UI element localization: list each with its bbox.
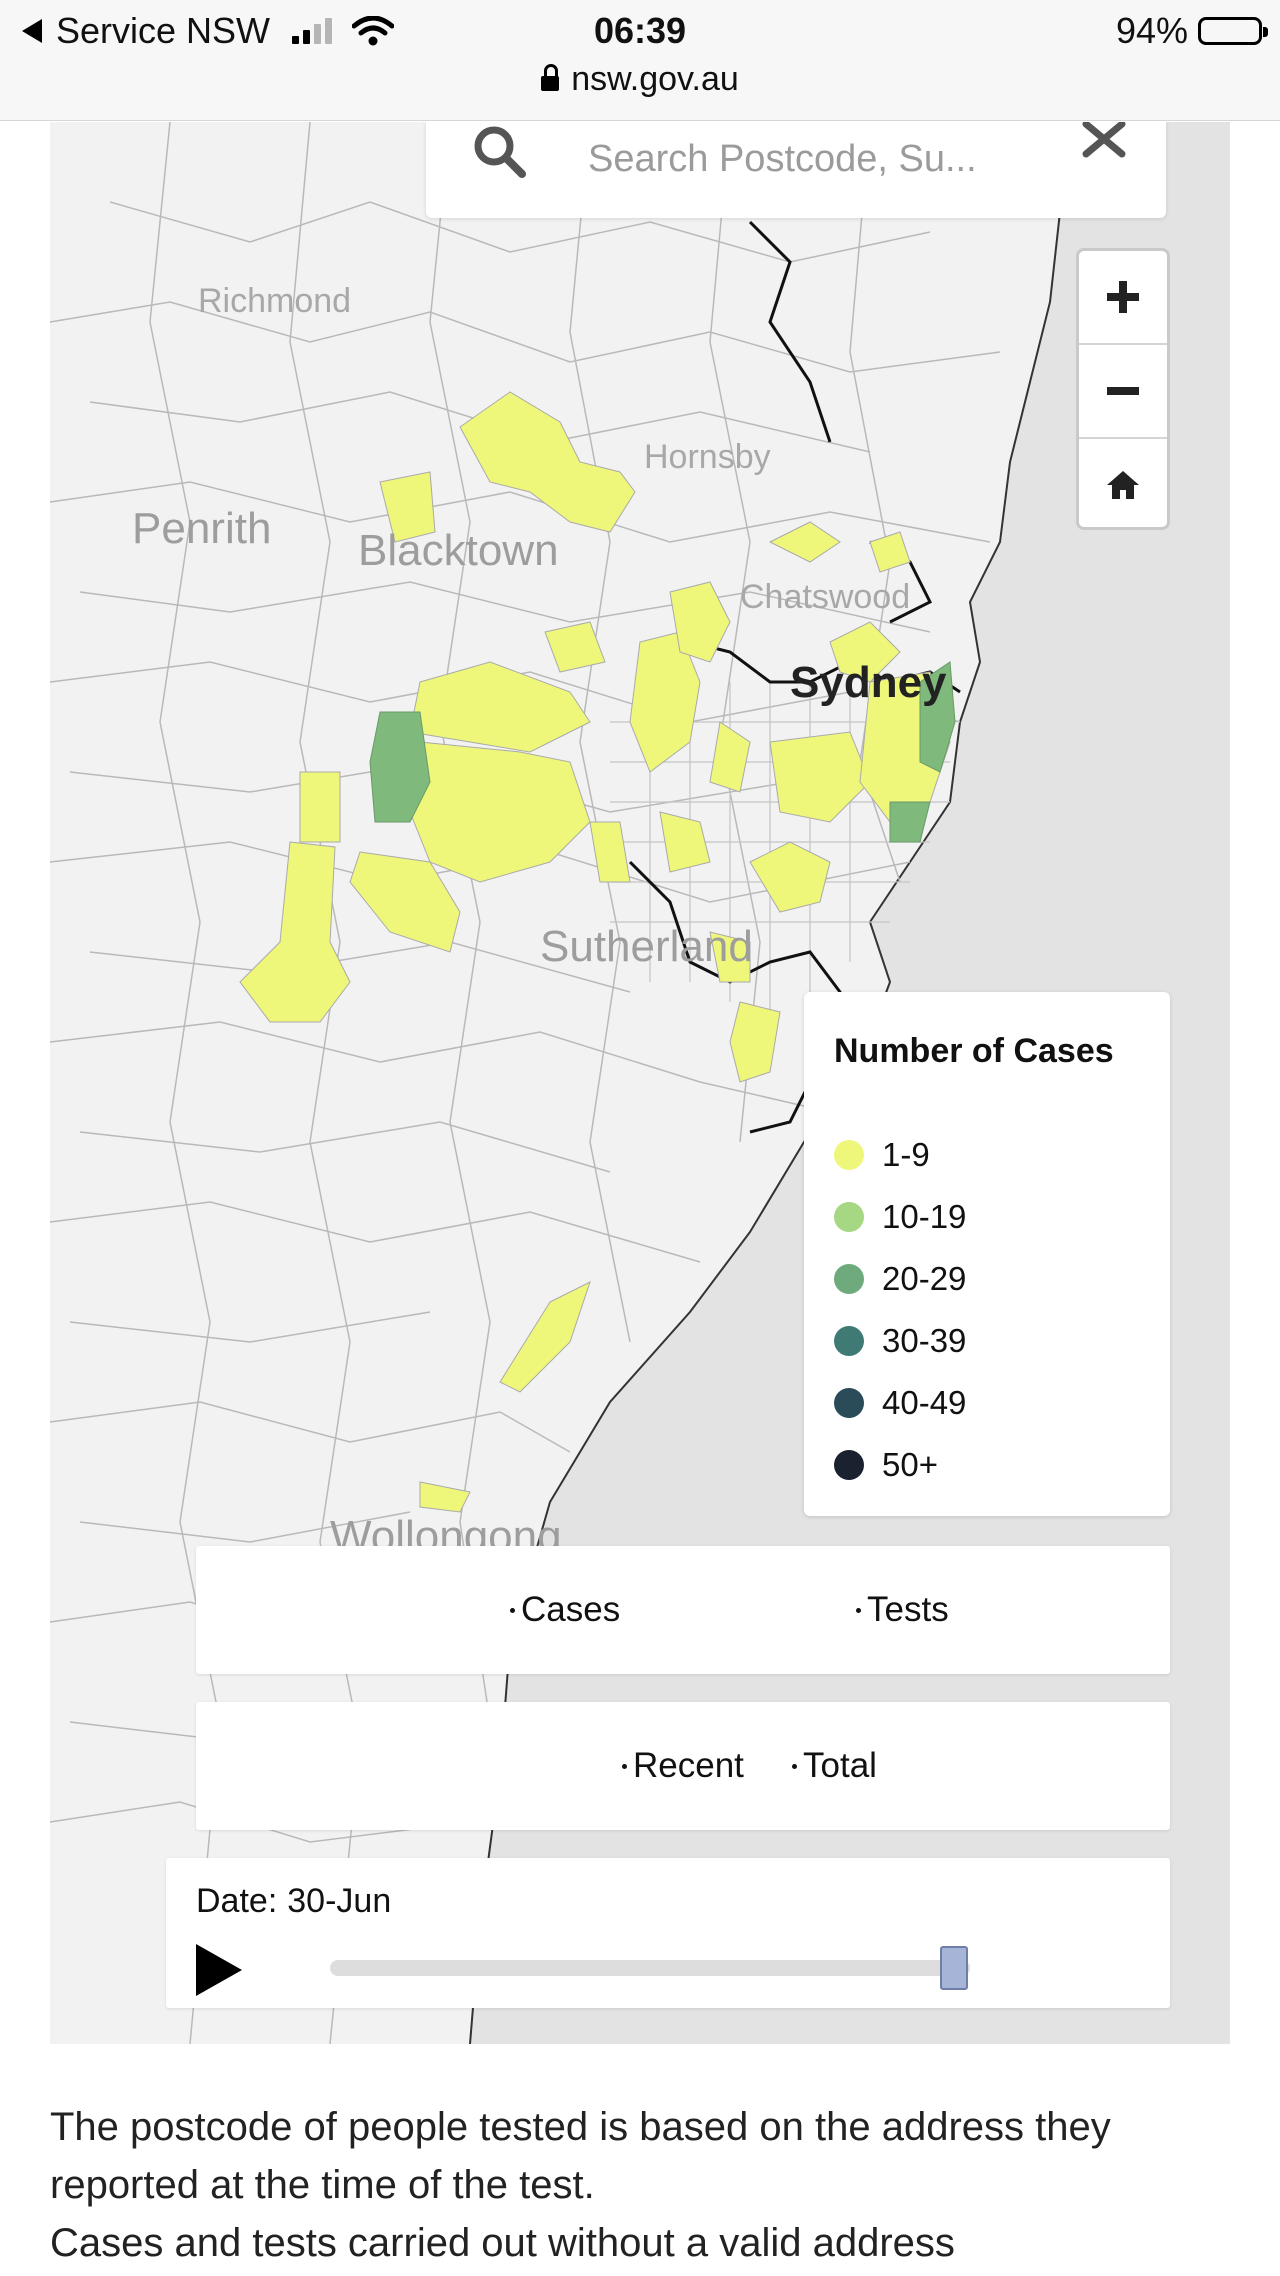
period-toggle: Recent Total	[196, 1702, 1170, 1830]
metric-toggle: Cases Tests	[196, 1546, 1170, 1674]
back-arrow-icon[interactable]	[22, 19, 42, 43]
description-line-1: The postcode of people tested is based o…	[50, 2105, 1111, 2207]
clock: 06:39	[593, 10, 687, 51]
status-bar: Service NSW 06:39 nsw.gov.au 94%	[0, 0, 1280, 121]
legend-label: 50+	[882, 1446, 938, 1483]
date-panel: Date: 30-Jun	[166, 1858, 1170, 2008]
legend-item: 10-19	[834, 1186, 966, 1248]
zoom-in-button[interactable]	[1079, 251, 1167, 345]
zoom-out-button[interactable]	[1079, 345, 1167, 439]
cellular-signal-icon	[292, 18, 333, 44]
legend-label: 1-9	[882, 1136, 930, 1173]
date-label: Date:	[196, 1882, 278, 1920]
place-label-richmond: Richmond	[198, 282, 352, 320]
radio-dot-icon	[856, 1607, 861, 1613]
description-line-2: Cases and tests carried out without a va…	[50, 2221, 955, 2265]
legend-label: 20-29	[882, 1260, 967, 1297]
close-icon[interactable]	[1078, 122, 1130, 162]
cases-option[interactable]: Cases	[510, 1546, 620, 1674]
date-value: 30-Jun	[287, 1882, 392, 1920]
cases-label[interactable]: Cases	[521, 1590, 621, 1629]
case-map[interactable]: Richmond Hornsby Penrith Blacktown Chats…	[50, 122, 1230, 2044]
legend-item: 40-49	[834, 1372, 966, 1434]
legend-swatch	[834, 1202, 864, 1232]
back-app-label[interactable]: Service NSW	[56, 10, 271, 51]
legend-swatch	[834, 1388, 864, 1418]
minus-icon	[1107, 387, 1139, 395]
radio-dot-icon	[622, 1763, 627, 1769]
total-label[interactable]: Total	[803, 1746, 877, 1785]
search-icon[interactable]	[470, 122, 530, 182]
legend-swatch	[834, 1264, 864, 1294]
reset-view-button[interactable]	[1079, 439, 1167, 527]
tests-option[interactable]: Tests	[856, 1546, 949, 1674]
zones-1-9	[239, 391, 951, 1513]
radio-dot-icon	[510, 1607, 515, 1613]
battery-percent: 94%	[1115, 10, 1188, 51]
legend-title: Number of Cases	[834, 1032, 1114, 1070]
legend-label: 10-19	[882, 1198, 967, 1235]
legend-item: 50+	[834, 1434, 966, 1496]
radio-dot-icon	[792, 1763, 797, 1769]
total-option[interactable]: Total	[792, 1702, 877, 1830]
place-label-penrith: Penrith	[132, 504, 272, 553]
legend-item: 1-9	[834, 1124, 966, 1186]
map-legend: Number of Cases 1-9 10-19 20-29 30-39 40…	[804, 992, 1170, 1516]
recent-label[interactable]: Recent	[633, 1746, 744, 1785]
battery-icon	[1198, 17, 1268, 45]
url-text[interactable]: nsw.gov.au	[571, 60, 739, 98]
tests-label[interactable]: Tests	[867, 1590, 949, 1629]
legend-swatch	[834, 1326, 864, 1356]
lock-icon	[541, 64, 560, 91]
zones-10-19	[369, 661, 956, 843]
date-slider[interactable]	[330, 1946, 970, 1990]
address-bar[interactable]: nsw.gov.au	[0, 60, 1280, 99]
search-input[interactable]	[586, 128, 1020, 190]
legend-swatch	[834, 1450, 864, 1480]
zoom-control	[1076, 248, 1170, 530]
description-text: The postcode of people tested is based o…	[50, 2098, 1260, 2272]
date-readout: Date: 30-Jun	[196, 1882, 391, 1921]
legend-list: 1-9 10-19 20-29 30-39 40-49 50+	[834, 1124, 966, 1496]
place-label-chatswood: Chatswood	[740, 578, 911, 616]
battery-status: 94%	[1115, 10, 1268, 52]
legend-swatch	[834, 1140, 864, 1170]
legend-label: 30-39	[882, 1322, 967, 1359]
play-icon[interactable]	[196, 1944, 242, 1996]
recent-option[interactable]: Recent	[622, 1702, 744, 1830]
place-label-sydney: Sydney	[790, 658, 947, 707]
legend-label: 40-49	[882, 1384, 967, 1421]
legend-item: 30-39	[834, 1310, 966, 1372]
slider-handle[interactable]	[940, 1946, 968, 1990]
home-icon	[1107, 471, 1139, 499]
place-label-hornsby: Hornsby	[644, 438, 771, 476]
legend-item: 20-29	[834, 1248, 966, 1310]
search-box[interactable]	[426, 122, 1166, 218]
place-label-blacktown: Blacktown	[358, 526, 559, 575]
wifi-icon	[352, 16, 395, 46]
back-to-app[interactable]: Service NSW	[22, 10, 395, 52]
place-label-sutherland: Sutherland	[540, 922, 753, 971]
plus-icon	[1107, 281, 1139, 313]
